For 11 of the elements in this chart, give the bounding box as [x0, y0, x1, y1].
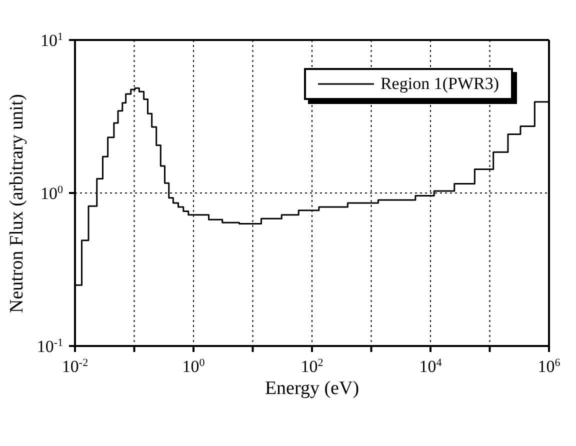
x-axis-title: Energy (eV): [264, 378, 360, 399]
y-tick-label: 10$^{0}$: [40, 184, 64, 203]
x-tick-label: 10$^{4}$: [419, 357, 442, 376]
x-tick-label: 10$^{2}$: [300, 357, 324, 376]
y-tick-label: 10$^{1}$: [40, 31, 63, 50]
x-tick-label: 10$^{0}$: [182, 357, 206, 376]
y-axis-title: Neutron Flux (arbitrary unit): [6, 94, 28, 313]
legend-label: Region 1(PWR3): [380, 74, 499, 94]
y-tick-label: 10$^{-1}$: [36, 337, 63, 356]
x-tick-label: 10$^{6}$: [538, 357, 561, 376]
x-tick-label: 10$^{-2}$: [62, 357, 88, 376]
